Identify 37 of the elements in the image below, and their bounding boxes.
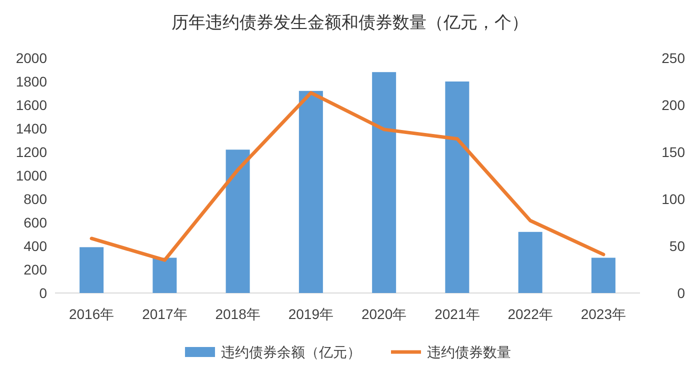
- x-tick-label: 2016年: [68, 306, 114, 322]
- y2-tick-label: 150: [662, 144, 686, 160]
- x-tick-label: 2019年: [288, 306, 334, 322]
- line-series: [90, 91, 606, 262]
- y-tick-label: 2000: [16, 50, 48, 66]
- y2-tick-label: 0: [677, 285, 686, 301]
- y2-tick-label: 50: [669, 238, 686, 254]
- y-tick-label: 1400: [16, 120, 48, 136]
- y-tick-label: 1000: [16, 168, 48, 184]
- x-tick-label: 2023年: [580, 306, 626, 322]
- y2-tick-label: 250: [662, 50, 686, 66]
- bar: [152, 258, 177, 293]
- y-tick-label: 600: [24, 214, 48, 230]
- x-tick-label: 2020年: [361, 306, 407, 322]
- y-tick-label: 0: [39, 285, 48, 301]
- legend-label: 违约债券余额（亿元）: [221, 344, 361, 360]
- bar: [226, 150, 250, 293]
- y-tick-label: 1200: [16, 144, 48, 160]
- y-tick-label: 400: [24, 238, 48, 254]
- bar: [518, 232, 542, 293]
- x-tick-label: 2017年: [142, 306, 188, 322]
- x-tick-label: 2021年: [434, 306, 480, 322]
- bar: [591, 258, 616, 293]
- legend-label: 违约债券数量: [427, 344, 511, 360]
- y-tick-label: 1600: [16, 97, 48, 113]
- x-tick-label: 2018年: [215, 306, 260, 322]
- bar: [298, 90, 323, 293]
- chart-title: 历年违约债券发生金额和债券数量（亿元，个）: [172, 13, 528, 32]
- y-tick-label: 200: [24, 262, 48, 278]
- bar: [80, 247, 104, 293]
- y2-tick-label: 200: [662, 97, 686, 113]
- bar: [372, 72, 396, 293]
- bar: [445, 82, 470, 293]
- y2-tick-label: 100: [662, 191, 686, 207]
- x-tick-label: 2022年: [508, 306, 553, 322]
- y-tick-label: 800: [24, 191, 48, 207]
- y-tick-label: 1800: [16, 74, 48, 90]
